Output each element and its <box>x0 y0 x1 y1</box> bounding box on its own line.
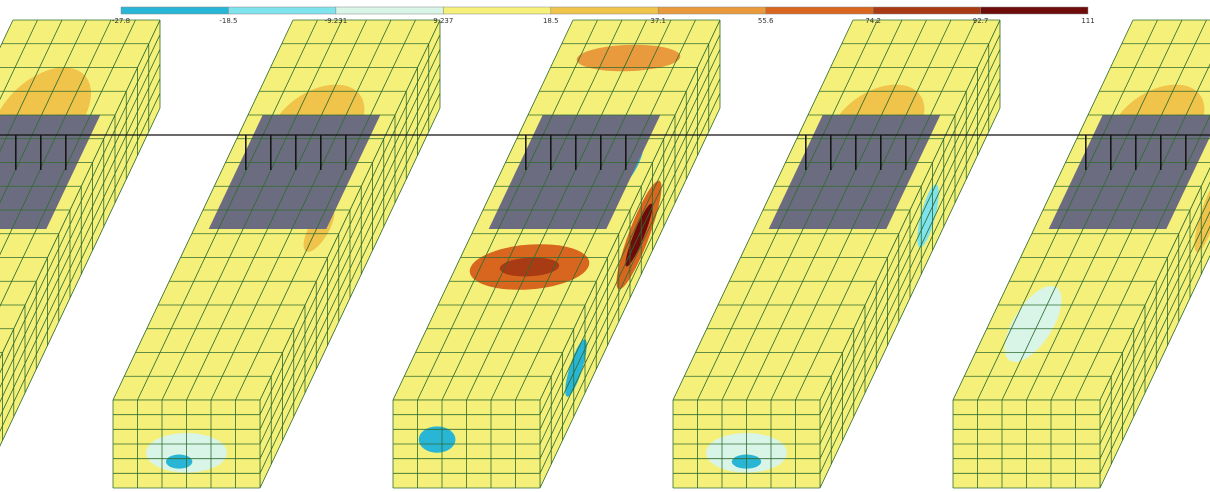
legend-label: -27.8 <box>112 17 130 25</box>
legend-swatch <box>443 7 550 14</box>
legend-label: 92.7 <box>973 17 989 25</box>
legend-swatch <box>336 7 443 14</box>
legend-swatch <box>551 7 658 14</box>
legend-label: -9.231 <box>325 17 348 25</box>
legend-label: 18.5 <box>543 17 559 25</box>
legend-swatch <box>873 7 980 14</box>
contour-patch <box>166 455 192 469</box>
front-face <box>393 400 540 488</box>
front-face <box>953 400 1100 488</box>
legend-label: 111 <box>1081 17 1094 25</box>
legend-swatch <box>766 7 873 14</box>
legend-label: 74.2 <box>865 17 881 25</box>
legend-label: -18.5 <box>219 17 237 25</box>
legend-label: 37.1 <box>650 17 666 25</box>
contour-patch <box>419 426 456 452</box>
front-face <box>673 400 820 488</box>
legend-label: 9.237 <box>433 17 453 25</box>
legend-swatch <box>121 7 228 14</box>
legend-swatch <box>658 7 765 14</box>
legend-swatch <box>981 7 1088 14</box>
legend-swatch <box>228 7 335 14</box>
legend-label: 55.6 <box>758 17 774 25</box>
contour-plot: -27.8 -18.5 -9.231 9.237 18.5 37.1 55.6 74.2 92.… <box>0 0 1210 492</box>
front-face <box>113 400 260 488</box>
